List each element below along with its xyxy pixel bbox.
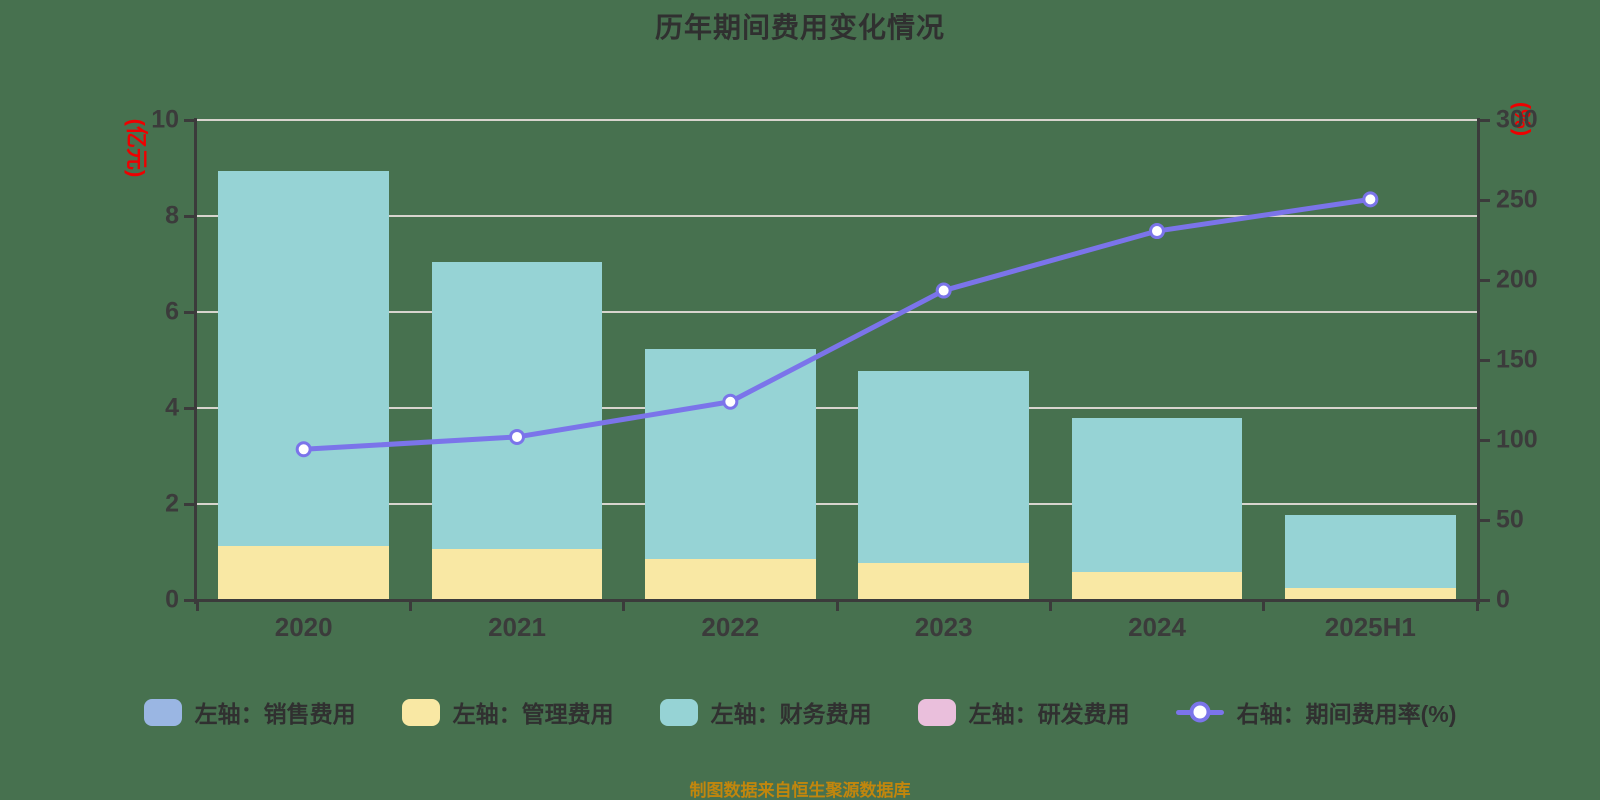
x-axis-label-2020: 2020 — [274, 612, 333, 642]
right-axis-line — [1477, 118, 1480, 604]
legend-label-admin: 左轴：管理费用 — [452, 701, 614, 727]
right-axis-tick — [1480, 359, 1490, 362]
chart-title: 历年期间费用变化情况 — [654, 12, 945, 43]
x-axis-label-2023: 2023 — [914, 612, 973, 642]
line-series-legend-icon — [1175, 701, 1224, 723]
left-axis-tick — [184, 599, 194, 602]
gridline — [197, 311, 1477, 313]
line-marker-legend-icon — [1189, 701, 1211, 723]
line-marker — [1149, 223, 1165, 240]
line-marker — [935, 282, 952, 299]
legend-label-sales: 左轴：销售费用 — [194, 701, 356, 727]
x-axis-line — [194, 599, 1480, 602]
right-axis-tick-label: 50 — [1496, 505, 1524, 534]
left-axis-tick-label: 10 — [151, 105, 179, 134]
right-axis-tick — [1480, 119, 1490, 122]
bar-segment — [858, 370, 1029, 564]
legend-item-admin-expense[interactable]: 左轴：管理费用 — [401, 695, 614, 729]
bar-segment — [645, 349, 816, 559]
bar-segment — [858, 563, 1029, 600]
x-axis-label-2021: 2021 — [488, 612, 546, 642]
left-axis-tick-label: 4 — [165, 393, 179, 422]
x-axis-tick — [622, 602, 626, 611]
x-axis-label-2024: 2024 — [1128, 612, 1186, 642]
bar-segment — [431, 262, 603, 550]
right-axis-tick — [1480, 199, 1490, 202]
x-axis-tick — [195, 602, 199, 611]
bar-segment — [218, 171, 389, 547]
gridline — [197, 119, 1477, 121]
right-axis-tick — [1480, 439, 1490, 442]
legend-swatch-rnd — [917, 698, 956, 726]
right-axis-tick-label: 100 — [1496, 425, 1538, 454]
legend-item-expense-ratio[interactable]: 右轴：期间费用率(%) — [1175, 695, 1457, 729]
x-axis-label-2022: 2022 — [701, 612, 760, 642]
bar-segment — [645, 558, 816, 600]
legend-swatch-sales — [143, 698, 182, 726]
legend-item-sales-expense[interactable]: 左轴：销售费用 — [143, 695, 356, 729]
bar-segment — [1285, 514, 1456, 588]
x-axis-tick — [1262, 602, 1266, 611]
x-axis-tick — [1475, 602, 1479, 611]
chart-legend: 左轴：销售费用 左轴：管理费用 左轴：财务费用 左轴：研发费用 右轴：期间费用率… — [0, 695, 1600, 729]
left-axis-tick-label: 0 — [165, 585, 179, 614]
legend-swatch-finance — [659, 698, 698, 726]
x-axis-tick — [835, 602, 839, 611]
gridline — [197, 215, 1477, 217]
right-axis-tick-label: 200 — [1496, 265, 1538, 294]
right-axis-tick-label: 300 — [1496, 105, 1538, 134]
legend-label-finance: 左轴：财务费用 — [710, 701, 872, 727]
right-axis-tick-label: 250 — [1496, 185, 1538, 214]
left-axis-tick — [184, 407, 194, 410]
right-axis-tick-label: 0 — [1496, 585, 1510, 614]
left-axis-line — [194, 118, 197, 604]
right-axis-tick-label: 150 — [1496, 345, 1538, 374]
right-axis-tick — [1480, 279, 1490, 282]
line-marker — [1362, 191, 1379, 208]
left-axis-tick-label: 2 — [165, 489, 179, 518]
bar-segment — [1071, 418, 1243, 572]
legend-item-rnd-expense[interactable]: 左轴：研发费用 — [917, 695, 1130, 729]
right-axis-tick — [1480, 599, 1490, 602]
gridline — [197, 407, 1477, 409]
x-axis-label-2025H1: 2025H1 — [1324, 612, 1416, 642]
legend-label-expense-ratio: 右轴：期间费用率(%) — [1236, 701, 1457, 727]
legend-swatch-admin — [401, 698, 440, 726]
left-axis-tick — [184, 503, 194, 506]
bar-segment — [1285, 588, 1456, 600]
left-axis-tick — [184, 215, 194, 218]
data-source-note: 制图数据来自恒生聚源数据库 — [689, 781, 911, 800]
bar-segment — [218, 546, 389, 600]
left-axis-tick — [184, 119, 194, 122]
x-axis-tick — [1048, 602, 1052, 611]
gridline — [197, 503, 1477, 505]
bar-segment — [1071, 571, 1243, 600]
left-axis-tick-label: 6 — [165, 297, 179, 326]
legend-label-rnd: 左轴：研发费用 — [968, 701, 1130, 727]
right-axis-tick — [1480, 519, 1490, 522]
legend-item-finance-expense[interactable]: 左轴：财务费用 — [659, 695, 872, 729]
left-axis-tick-label: 8 — [165, 201, 179, 230]
x-axis-tick — [408, 602, 412, 611]
left-axis-tick — [184, 311, 194, 314]
bar-segment — [431, 549, 603, 600]
